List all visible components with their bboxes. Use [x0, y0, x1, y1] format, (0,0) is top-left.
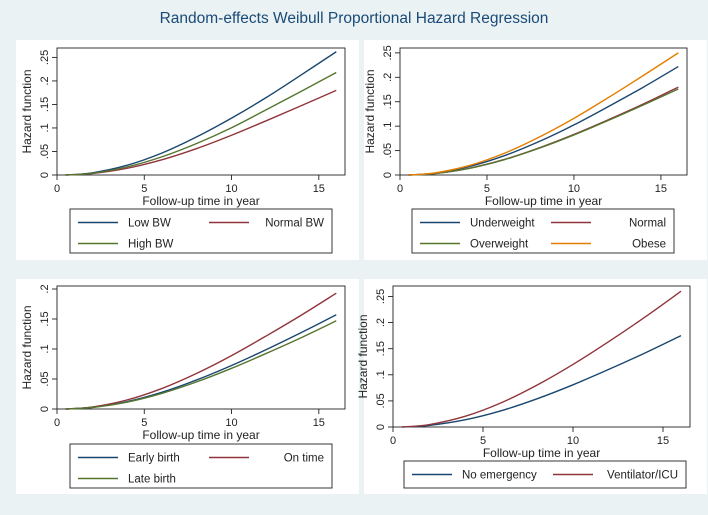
y-tick-label: .2 — [39, 284, 51, 293]
y-tick-label: .2 — [382, 73, 394, 82]
x-tick-label: 5 — [480, 435, 486, 447]
x-tick-label: 5 — [141, 417, 147, 429]
plot-frame — [392, 285, 691, 428]
legend-label: Normal BW — [265, 218, 324, 230]
y-tick-label: .15 — [39, 97, 51, 112]
x-tick-label: 10 — [225, 417, 237, 429]
y-axis-title: Hazard function — [20, 305, 34, 389]
series-line-late-birth — [65, 320, 337, 410]
x-tick-label: 15 — [655, 183, 667, 195]
legend-label: Underweight — [470, 218, 535, 230]
series-line-high-bw — [65, 71, 337, 176]
series-line-on-time — [65, 292, 337, 410]
x-axis-title: Follow-up time in year — [485, 194, 602, 208]
y-tick-label: 0 — [39, 406, 51, 412]
y-tick-label: 0 — [382, 172, 394, 178]
x-tick-label: 15 — [657, 435, 669, 447]
legend-label: Normal — [629, 218, 666, 230]
x-tick-label: 0 — [390, 435, 396, 447]
y-tick-label: .15 — [375, 341, 387, 356]
x-tick-label: 15 — [313, 183, 325, 195]
y-tick-label: .1 — [39, 344, 51, 353]
plot-frame — [56, 47, 346, 176]
y-tick-label: .1 — [375, 370, 387, 379]
y-axis-title: Hazard function — [363, 69, 377, 153]
y-axis-title: Hazard function — [20, 69, 34, 153]
y-tick-label: 0 — [375, 424, 387, 430]
y-tick-label: .2 — [375, 318, 387, 327]
x-tick-label: 0 — [54, 183, 60, 195]
series-line-overweight — [408, 88, 679, 176]
legend-label: Low BW — [128, 218, 171, 230]
legend-label: On time — [284, 453, 324, 465]
series-line-ventilator-icu — [401, 290, 682, 428]
y-tick-label: .25 — [39, 50, 51, 65]
legend-box — [69, 208, 333, 254]
x-tick-label: 5 — [484, 183, 490, 195]
series-line-obese — [408, 52, 679, 176]
chart-panel-1: 0 .05 .1 .15 .2 .25 0 5 10 15 Follow-up time in ye… — [16, 40, 359, 260]
legend-label: No emergency — [462, 470, 537, 482]
chart-panel-2: 0 .05 .1 .15 .2 .25 0 5 10 15 Follow-up time in ye… — [363, 40, 707, 260]
legend-label: High BW — [128, 239, 174, 251]
y-tick-label: .1 — [39, 123, 51, 132]
y-tick-label: .05 — [375, 393, 387, 408]
y-tick-label: .1 — [382, 122, 394, 131]
y-tick-label: .05 — [39, 371, 51, 386]
figure-title: Random-effects Weibull Proportional Haza… — [159, 10, 549, 27]
legend-label: Obese — [632, 239, 666, 251]
plot-frame — [56, 285, 346, 410]
x-tick-label: 10 — [568, 183, 580, 195]
y-tick-label: .15 — [382, 94, 394, 109]
x-axis-title: Follow-up time in year — [142, 194, 259, 208]
x-axis-title: Follow-up time in year — [142, 428, 259, 442]
legend-box — [69, 443, 333, 489]
legend-label: Ventilator/ICU — [607, 470, 678, 482]
legend-label: Late birth — [128, 474, 176, 486]
x-tick-label: 10 — [567, 435, 579, 447]
legend-label: Early birth — [128, 453, 180, 465]
legend-box — [411, 208, 675, 254]
x-tick-label: 0 — [397, 183, 403, 195]
x-tick-label: 0 — [54, 417, 60, 429]
y-axis-title: Hazard function — [356, 314, 370, 398]
plot-frame — [399, 47, 688, 176]
x-tick-label: 5 — [141, 183, 147, 195]
chart-panel-3: 0 .05 .1 .15 .2 0 5 10 15 Follow-up time in year H… — [16, 279, 359, 494]
x-tick-label: 15 — [313, 417, 325, 429]
y-tick-label: .2 — [39, 76, 51, 85]
y-tick-label: .05 — [39, 144, 51, 159]
y-tick-label: .25 — [382, 45, 394, 60]
legend-label: Overweight — [470, 239, 529, 251]
y-tick-label: .15 — [39, 311, 51, 326]
x-tick-label: 10 — [225, 183, 237, 195]
y-tick-label: 0 — [39, 172, 51, 178]
chart-panel-4: 0 .05 .1 .15 .2 .25 0 5 10 15 Follow-up time in ye… — [356, 279, 707, 494]
y-tick-label: .25 — [375, 289, 387, 304]
y-tick-label: .05 — [382, 143, 394, 158]
x-axis-title: Follow-up time in year — [483, 446, 600, 460]
series-line-no-emergency — [401, 334, 682, 428]
